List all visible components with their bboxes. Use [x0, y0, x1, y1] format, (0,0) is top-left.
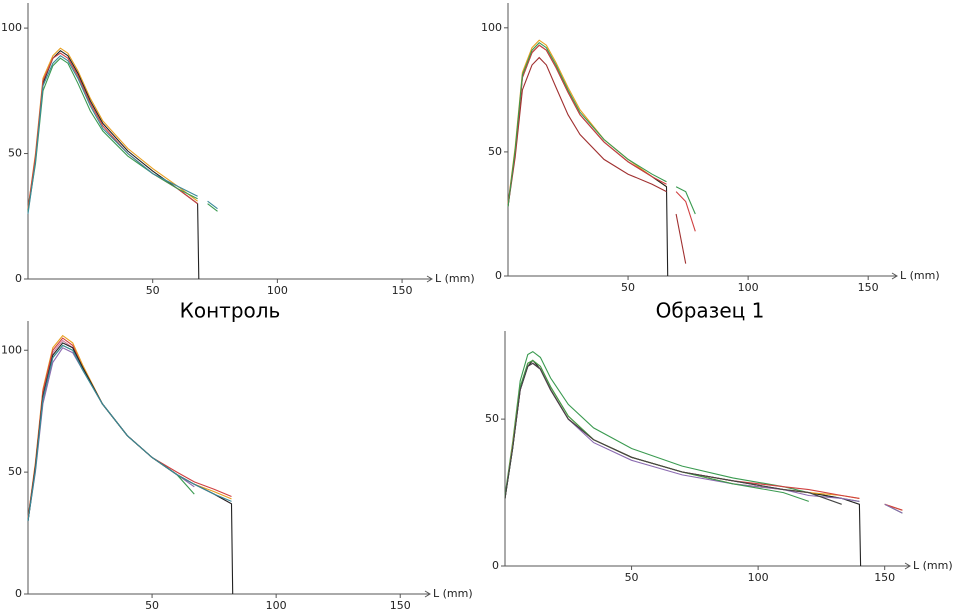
x-tick-label: 150 [392, 284, 413, 297]
x-tick-label: 150 [858, 281, 879, 294]
data-line [504, 362, 842, 505]
data-line [27, 347, 195, 521]
x-tick-label: 100 [738, 281, 759, 294]
data-line [504, 359, 809, 502]
data-line [507, 41, 696, 215]
x-tick-label: 50 [621, 281, 635, 294]
data-line [27, 49, 200, 280]
data-line [504, 362, 903, 514]
data-line [504, 359, 903, 511]
axis-arrow [904, 562, 911, 570]
data-line [27, 47, 198, 209]
data-line [507, 56, 687, 264]
data-line [504, 362, 903, 511]
data-line [27, 344, 195, 521]
data-line [507, 44, 669, 277]
data-line [28, 338, 259, 518]
x-axis-label: L (mm) [433, 587, 473, 600]
y-tick-label: 50 [8, 465, 22, 478]
chart-title: Образец 1 [656, 299, 765, 323]
chart-title: Контроль [180, 299, 281, 323]
axis-arrow [426, 275, 433, 283]
y-tick-label: 100 [1, 343, 22, 356]
y-tick-label: 50 [8, 147, 22, 160]
data-line [27, 334, 232, 519]
axis-arrow [424, 590, 431, 598]
x-tick-label: 50 [145, 599, 159, 612]
y-tick-label: 50 [485, 412, 499, 425]
y-tick-label: 0 [495, 269, 502, 282]
data-line [27, 342, 234, 595]
x-tick-label: 50 [625, 571, 639, 584]
x-axis-label: L (mm) [913, 559, 953, 572]
y-tick-label: 50 [488, 145, 502, 158]
data-line [504, 359, 862, 567]
x-axis-label: L (mm) [435, 272, 475, 285]
y-tick-label: 0 [492, 559, 499, 572]
x-axis-label: L (mm) [900, 269, 940, 282]
x-tick-label: 100 [266, 599, 287, 612]
x-tick-label: 150 [390, 599, 411, 612]
y-tick-label: 0 [15, 272, 22, 285]
y-tick-label: 100 [481, 21, 502, 34]
x-tick-label: 50 [146, 284, 160, 297]
data-line [27, 54, 218, 214]
data-line [27, 339, 232, 521]
axis-arrow [891, 272, 898, 280]
x-tick-label: 100 [748, 571, 769, 584]
x-tick-label: 100 [267, 284, 288, 297]
data-line [504, 350, 903, 514]
y-tick-label: 100 [1, 21, 22, 34]
x-tick-label: 150 [874, 571, 895, 584]
data-line [28, 345, 241, 521]
y-tick-label: 0 [15, 587, 22, 600]
data-line [27, 57, 218, 212]
